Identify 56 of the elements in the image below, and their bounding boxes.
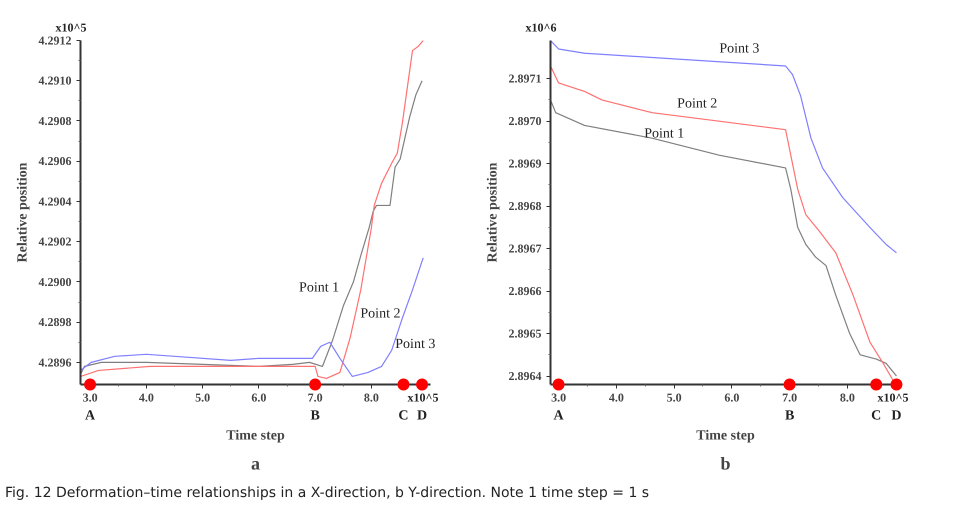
x-tick-label: 4.0 xyxy=(138,390,154,404)
text: x10^6 xyxy=(526,20,557,34)
series-label: Point 3 xyxy=(719,41,760,56)
text: x10^5 xyxy=(878,390,909,404)
annotation: D xyxy=(891,408,902,424)
x-tick-label: 3.0 xyxy=(551,390,566,404)
y-tick-label: 2.8964 xyxy=(508,369,542,384)
line-series xyxy=(550,40,898,254)
y-tick-label: 2.8966 xyxy=(508,284,542,298)
y-tick-label: 2.8965 xyxy=(508,326,542,341)
x-axis-title: Time step xyxy=(226,428,285,444)
series-label: Point 1 xyxy=(644,126,684,142)
text: a xyxy=(251,454,260,474)
y-axis-title: Relative position xyxy=(486,162,500,262)
text: x10^5 xyxy=(408,390,439,404)
series-label: Point 1 xyxy=(299,280,340,296)
y-tick-label: 2.8968 xyxy=(508,199,542,214)
annotation: B xyxy=(310,408,320,424)
y-tick-label: 2.8967 xyxy=(508,242,542,256)
x-tick-label: 4.0 xyxy=(608,390,624,404)
caption: Fig. 12 Deformation–time relationships in a X-direction, b Y-direction. Note 1 time step = 1 s xyxy=(5,484,650,503)
y-tick-label: 2.8969 xyxy=(508,156,542,171)
annotation: A xyxy=(554,408,565,424)
annotation: C xyxy=(871,408,882,424)
text: b xyxy=(720,454,731,474)
x-tick-label: 6.0 xyxy=(251,390,266,404)
annotation: B xyxy=(784,408,794,424)
annotation: D xyxy=(417,408,428,424)
x-tick-label: 6.0 xyxy=(724,390,740,404)
y-tick-label: 2.8971 xyxy=(508,72,542,86)
y-tick-label: 4.2902 xyxy=(38,234,72,249)
series-label: Point 2 xyxy=(360,306,400,322)
x-tick-label: 5.0 xyxy=(666,390,682,404)
line-series xyxy=(80,257,424,378)
y-tick-label: 4.2910 xyxy=(38,74,72,88)
annotation: C xyxy=(398,408,409,424)
series-label: Point 2 xyxy=(677,96,718,112)
y-tick-label: 4.2908 xyxy=(38,114,72,128)
x-axis-title: Time step xyxy=(696,428,755,444)
annotation: A xyxy=(85,408,96,424)
series-label: Point 3 xyxy=(395,336,436,352)
y-tick-label: 4.2904 xyxy=(38,194,72,208)
x-tick-label: 7.0 xyxy=(308,390,323,404)
y-axis-title: Relative position xyxy=(16,162,30,262)
y-tick-label: 4.2896 xyxy=(38,355,72,370)
y-tick-label: 4.2912 xyxy=(38,34,72,48)
x-tick-label: 5.0 xyxy=(195,390,210,404)
x-tick-label: 8.0 xyxy=(840,390,855,404)
text: x10^5 xyxy=(56,20,87,34)
x-tick-label: 3.0 xyxy=(82,390,98,404)
x-tick-label: 7.0 xyxy=(782,390,798,404)
y-tick-label: 4.2906 xyxy=(38,154,72,168)
x-tick-label: 8.0 xyxy=(364,390,379,404)
y-tick-label: 4.2900 xyxy=(38,274,72,289)
y-tick-label: 4.2898 xyxy=(38,315,72,330)
y-tick-label: 2.8970 xyxy=(508,114,542,128)
